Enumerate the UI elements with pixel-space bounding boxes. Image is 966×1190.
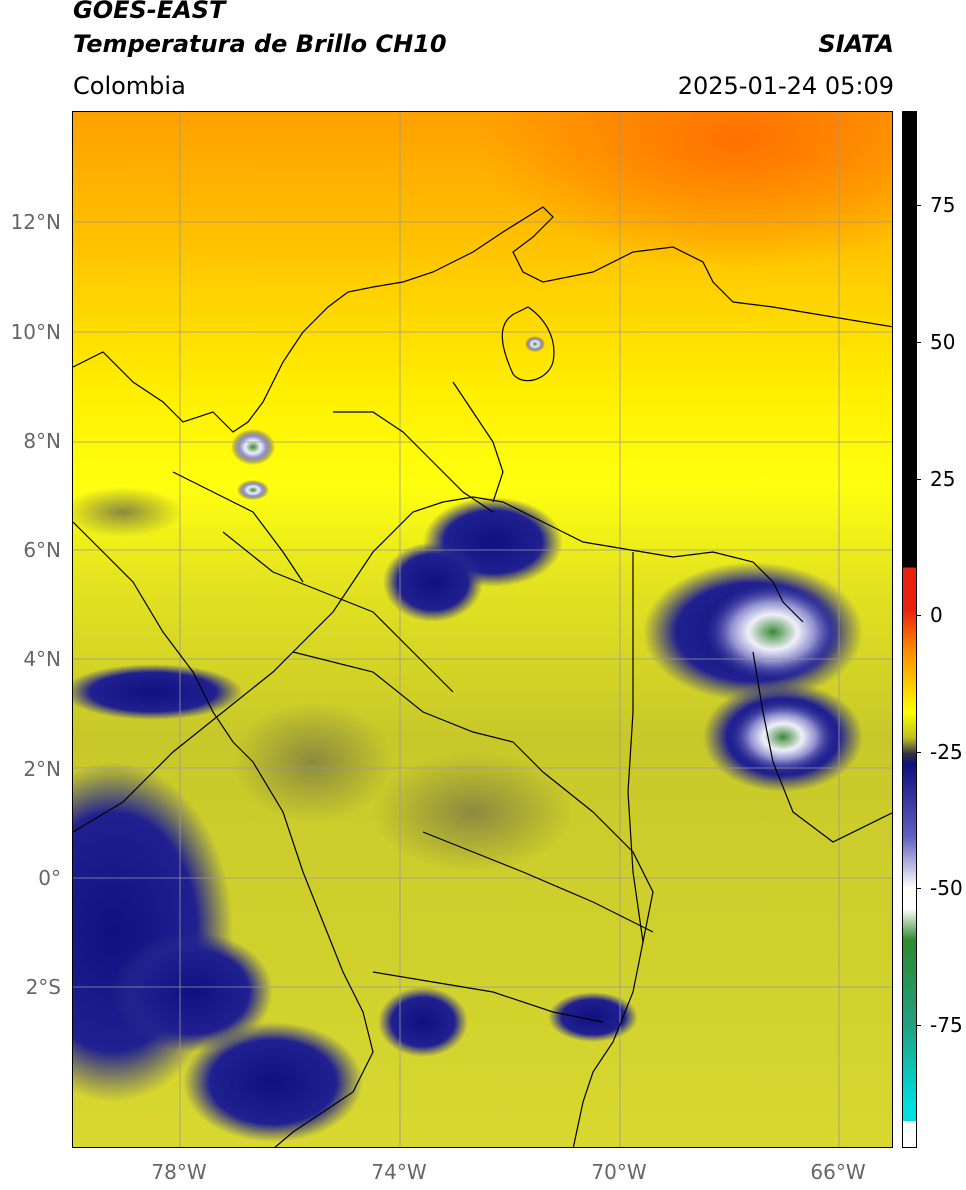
colorbar — [902, 111, 917, 1148]
satellite-map[interactable] — [72, 111, 893, 1148]
cloud-cluster — [548, 992, 638, 1042]
colorbar-label: 75 — [930, 193, 956, 217]
lat-label: 12°N — [10, 210, 61, 234]
cold-cloud-top — [525, 336, 545, 352]
cloud-cluster — [233, 702, 393, 822]
colorbar-tick — [916, 1025, 921, 1026]
lon-label: 66°W — [810, 1160, 866, 1184]
colorbar-label: 25 — [930, 467, 956, 491]
cloud-cluster — [378, 987, 468, 1057]
cloud-cluster — [113, 932, 273, 1052]
lon-label: 78°W — [151, 1160, 207, 1184]
map-canvas — [73, 112, 892, 1147]
colorbar-tick — [916, 205, 921, 206]
datetime-label: 2025-01-24 05:09 — [677, 72, 894, 100]
cloud-cluster — [73, 664, 243, 720]
colorbar-tick — [916, 888, 921, 889]
lat-label: 2°N — [23, 757, 61, 781]
cold-cloud-top — [703, 582, 843, 682]
lat-label: 6°N — [23, 538, 61, 562]
cloud-cluster — [183, 1022, 363, 1142]
cold-cloud-top — [231, 429, 275, 465]
colorbar-label: 0 — [930, 603, 943, 627]
cloud-cluster — [373, 752, 573, 872]
lat-label: 10°N — [10, 320, 61, 344]
source-label: SIATA — [818, 30, 894, 58]
chart-title-line1: GOES-EAST — [73, 0, 226, 24]
cold-cloud-top — [237, 480, 269, 500]
colorbar-label: -75 — [930, 1013, 963, 1037]
lat-label: 0° — [38, 866, 61, 890]
colorbar-tick — [916, 479, 921, 480]
chart-title-line2: Temperatura de Brillo CH10 — [73, 30, 447, 58]
lon-label: 70°W — [591, 1160, 647, 1184]
colorbar-label: -50 — [930, 876, 963, 900]
lat-label: 2°S — [25, 975, 61, 999]
colorbar-tick — [916, 615, 921, 616]
colorbar-tick — [916, 752, 921, 753]
region-label: Colombia — [73, 72, 186, 100]
warm-region — [373, 112, 892, 372]
coastlines-borders — [73, 206, 892, 1147]
lat-label: 4°N — [23, 647, 61, 671]
cold-cloud-top — [728, 699, 838, 775]
colorbar-tick — [916, 342, 921, 343]
colorbar-label: 50 — [930, 330, 956, 354]
colorbar-label: -25 — [930, 740, 963, 764]
cloud-cluster — [73, 487, 183, 537]
lon-label: 74°W — [371, 1160, 427, 1184]
lat-label: 8°N — [23, 429, 61, 453]
cloud-cluster — [383, 542, 483, 622]
